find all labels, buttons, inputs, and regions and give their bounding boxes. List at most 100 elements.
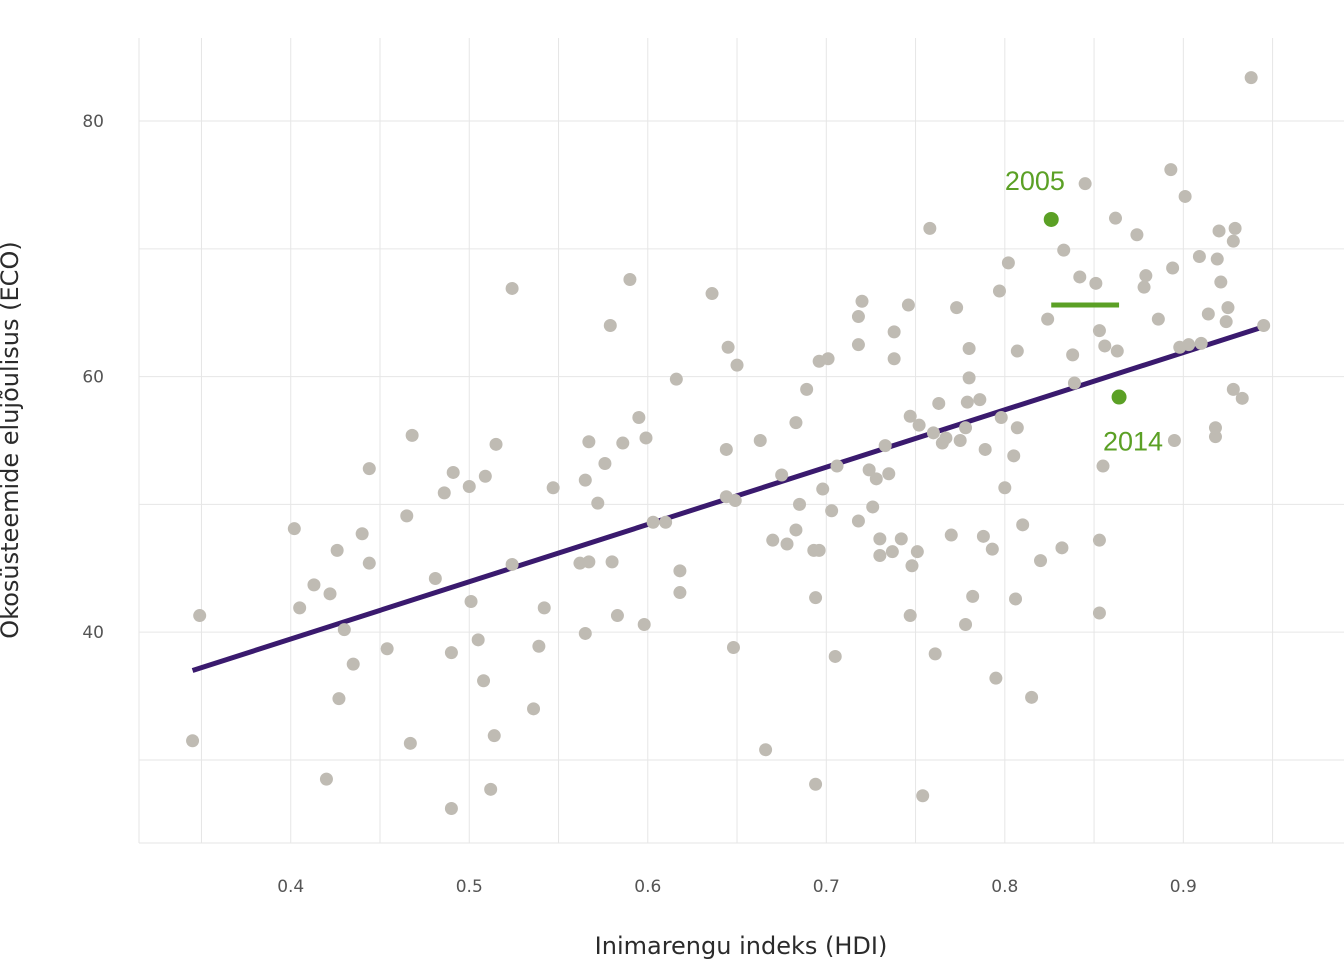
- data-point: [403, 736, 417, 750]
- data-point: [1016, 518, 1030, 532]
- data-point: [1208, 421, 1222, 435]
- data-point: [932, 396, 946, 410]
- data-point: [1139, 269, 1153, 283]
- data-point: [959, 618, 973, 631]
- data-point: [307, 578, 321, 592]
- annotations: 2005 2014: [1005, 166, 1163, 457]
- data-point: [1010, 421, 1024, 435]
- data-point: [789, 416, 803, 430]
- data-point: [944, 528, 958, 542]
- data-point: [610, 609, 624, 623]
- data-point: [1226, 234, 1240, 248]
- data-point: [1092, 324, 1106, 338]
- data-point: [659, 515, 673, 529]
- data-point: [992, 284, 1006, 298]
- data-point: [582, 555, 596, 569]
- data-point: [1208, 430, 1222, 444]
- data-point: [471, 633, 485, 647]
- data-point: [532, 639, 546, 653]
- data-point: [1096, 459, 1110, 473]
- data-point: [912, 418, 926, 432]
- data-point: [362, 556, 376, 570]
- data-point: [873, 549, 887, 562]
- data-point: [882, 467, 896, 481]
- data-point: [1182, 338, 1196, 352]
- data-point: [319, 772, 333, 786]
- data-point: [1066, 348, 1080, 362]
- data-point: [1057, 243, 1071, 257]
- data-point: [1110, 344, 1124, 358]
- data-point: [323, 587, 337, 601]
- data-point: [1010, 344, 1024, 358]
- data-point: [1007, 449, 1021, 463]
- data-point: [1221, 301, 1235, 315]
- data-point: [976, 529, 990, 543]
- data-point: [793, 497, 807, 511]
- data-point: [939, 431, 953, 445]
- data-point: [905, 559, 919, 573]
- data-point: [809, 591, 823, 605]
- data-point: [1212, 224, 1226, 238]
- data-point: [1164, 163, 1178, 177]
- data-point: [1055, 541, 1069, 555]
- data-point: [726, 641, 740, 654]
- data-point: [1001, 256, 1015, 270]
- data-point: [537, 601, 551, 615]
- x-tick-label: 0.9: [1170, 877, 1197, 897]
- data-point: [928, 647, 942, 661]
- data-point: [962, 342, 976, 355]
- year-annotation: 2014: [1103, 427, 1163, 457]
- data-point: [1025, 690, 1039, 704]
- data-point: [998, 481, 1012, 495]
- x-tick-label: 0.5: [456, 877, 483, 897]
- data-point: [355, 527, 369, 541]
- data-point: [437, 486, 451, 500]
- grid: [138, 38, 1344, 844]
- y-tick-label: 40: [82, 623, 104, 643]
- data-point: [616, 436, 630, 450]
- data-point: [809, 777, 823, 791]
- data-point: [527, 702, 541, 716]
- data-point: [903, 409, 917, 423]
- x-tick-label: 0.7: [813, 877, 840, 897]
- data-point: [1092, 606, 1106, 620]
- data-point: [1228, 221, 1242, 235]
- data-point: [887, 325, 901, 339]
- data-point: [953, 434, 967, 447]
- data-point: [780, 537, 794, 551]
- highlight-layer: [1043, 211, 1127, 405]
- data-point: [985, 542, 999, 556]
- highlight-point: [1043, 211, 1059, 227]
- y-tick-label: 60: [82, 368, 104, 388]
- data-point: [444, 802, 458, 815]
- data-point: [1034, 554, 1048, 568]
- data-point: [603, 319, 617, 332]
- data-point: [546, 481, 560, 495]
- data-point: [855, 294, 869, 308]
- data-point: [444, 646, 458, 660]
- data-point: [673, 564, 687, 578]
- data-point: [1041, 312, 1055, 326]
- data-point: [950, 301, 964, 315]
- data-point: [830, 459, 844, 473]
- points-layer: [186, 71, 1271, 815]
- data-point: [1192, 250, 1206, 263]
- data-point: [193, 609, 207, 623]
- data-point: [851, 338, 865, 352]
- data-point: [775, 468, 789, 482]
- data-point: [330, 543, 344, 557]
- data-point: [362, 462, 376, 476]
- data-point: [1098, 339, 1112, 353]
- data-point: [1194, 336, 1208, 350]
- data-point: [719, 442, 733, 456]
- data-point: [1137, 280, 1151, 294]
- data-point: [1078, 177, 1092, 191]
- x-axis-title: Inimarengu indeks (HDI): [595, 932, 888, 960]
- data-point: [1073, 270, 1087, 284]
- data-point: [605, 555, 619, 569]
- data-point: [960, 395, 974, 409]
- data-point: [828, 649, 842, 663]
- data-point: [885, 545, 899, 559]
- data-point: [1166, 261, 1180, 275]
- data-point: [489, 437, 503, 451]
